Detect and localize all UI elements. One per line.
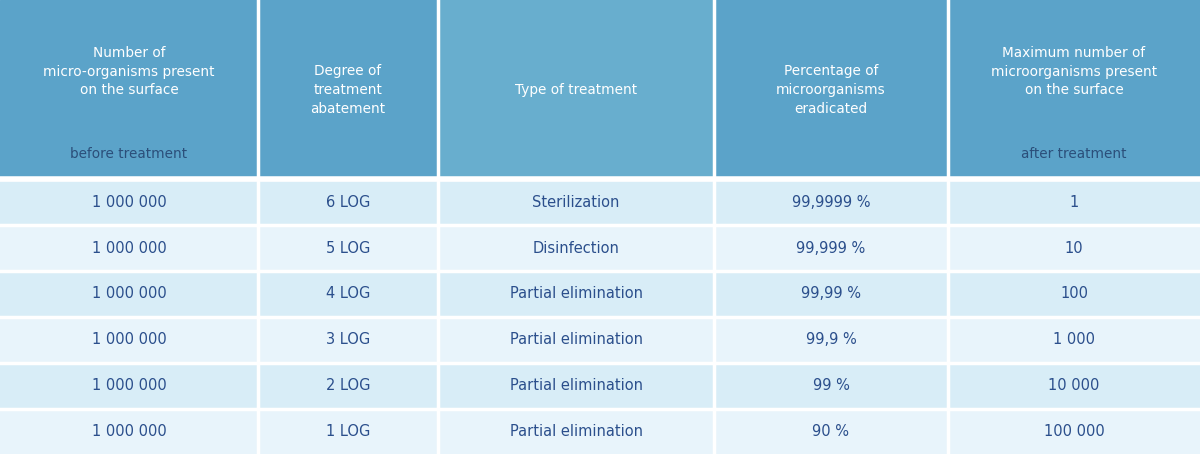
- Text: Sterilization: Sterilization: [533, 195, 619, 210]
- Text: 1 000: 1 000: [1054, 332, 1096, 347]
- Text: 1 000 000: 1 000 000: [91, 378, 167, 393]
- Text: Number of
micro-organisms present
on the surface: Number of micro-organisms present on the…: [43, 45, 215, 98]
- Text: 99,999 %: 99,999 %: [797, 241, 865, 256]
- Text: 100: 100: [1060, 286, 1088, 301]
- Text: 99 %: 99 %: [812, 378, 850, 393]
- Text: 10: 10: [1064, 241, 1084, 256]
- Text: Type of treatment: Type of treatment: [515, 83, 637, 97]
- Text: 1 000 000: 1 000 000: [91, 332, 167, 347]
- Text: 99,9999 %: 99,9999 %: [792, 195, 870, 210]
- Bar: [0, 179, 1200, 225]
- Bar: [714, 0, 948, 179]
- Text: Partial elimination: Partial elimination: [510, 286, 642, 301]
- Text: Degree of
treatment
abatement: Degree of treatment abatement: [311, 64, 385, 116]
- Text: Disinfection: Disinfection: [533, 241, 619, 256]
- Text: 1 000 000: 1 000 000: [91, 195, 167, 210]
- Text: Partial elimination: Partial elimination: [510, 332, 642, 347]
- Text: 6 LOG: 6 LOG: [326, 195, 370, 210]
- Text: 4 LOG: 4 LOG: [326, 286, 370, 301]
- Text: Percentage of
microorganisms
eradicated: Percentage of microorganisms eradicated: [776, 64, 886, 116]
- Text: 2 LOG: 2 LOG: [325, 378, 371, 393]
- Text: 10 000: 10 000: [1049, 378, 1099, 393]
- Text: 5 LOG: 5 LOG: [326, 241, 370, 256]
- Text: 1 LOG: 1 LOG: [326, 424, 370, 439]
- Text: 1 000 000: 1 000 000: [91, 286, 167, 301]
- Text: 1 000 000: 1 000 000: [91, 241, 167, 256]
- Text: 99,99 %: 99,99 %: [802, 286, 862, 301]
- Text: Maximum number of
microorganisms present
on the surface: Maximum number of microorganisms present…: [991, 45, 1157, 98]
- Bar: [0, 317, 1200, 363]
- Bar: [0, 363, 1200, 409]
- Bar: [438, 0, 714, 179]
- Text: 100 000: 100 000: [1044, 424, 1104, 439]
- Text: before treatment: before treatment: [71, 148, 187, 161]
- Text: 1: 1: [1069, 195, 1079, 210]
- Text: 99,9 %: 99,9 %: [805, 332, 857, 347]
- Text: Partial elimination: Partial elimination: [510, 378, 642, 393]
- Bar: [0, 225, 1200, 271]
- Bar: [0, 271, 1200, 317]
- Bar: [258, 0, 438, 179]
- Text: 1 000 000: 1 000 000: [91, 424, 167, 439]
- Bar: [948, 0, 1200, 179]
- Text: 90 %: 90 %: [812, 424, 850, 439]
- Text: Partial elimination: Partial elimination: [510, 424, 642, 439]
- Bar: [0, 409, 1200, 454]
- Text: after treatment: after treatment: [1021, 148, 1127, 161]
- Text: 3 LOG: 3 LOG: [326, 332, 370, 347]
- Bar: [0, 0, 258, 179]
